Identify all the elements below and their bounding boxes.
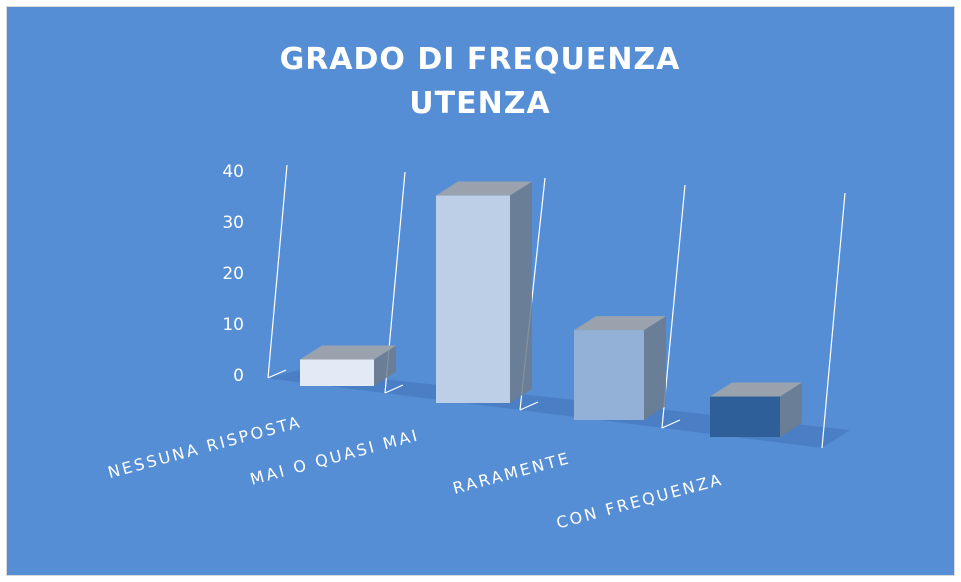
y-tick-label: 10 — [222, 315, 244, 335]
bar-side — [644, 316, 666, 420]
divider — [267, 164, 288, 379]
divider — [661, 419, 681, 429]
bar-top — [300, 345, 396, 360]
x-tick-label: CON FREQUENZA — [554, 470, 725, 533]
divider — [267, 369, 287, 379]
divider — [821, 192, 846, 449]
bar-top — [710, 382, 802, 397]
bar-side — [374, 345, 396, 386]
floor — [265, 370, 850, 448]
bar-top — [436, 181, 532, 196]
bar-top — [574, 316, 666, 331]
bar — [300, 359, 374, 386]
bar — [710, 396, 780, 437]
bar — [436, 195, 510, 403]
divider — [384, 384, 404, 394]
bar-side — [780, 382, 802, 437]
y-tick-label: 40 — [222, 162, 244, 182]
bar-side — [510, 181, 532, 403]
y-tick-label: 20 — [222, 264, 244, 284]
x-tick-label: RARAMENTE — [451, 448, 573, 498]
chart-title: GRADO DI FREQUENZA UTENZA — [279, 42, 681, 121]
divider — [519, 401, 539, 411]
bar — [574, 330, 644, 420]
y-tick-label: 0 — [233, 366, 244, 386]
y-tick-label: 30 — [222, 213, 244, 233]
